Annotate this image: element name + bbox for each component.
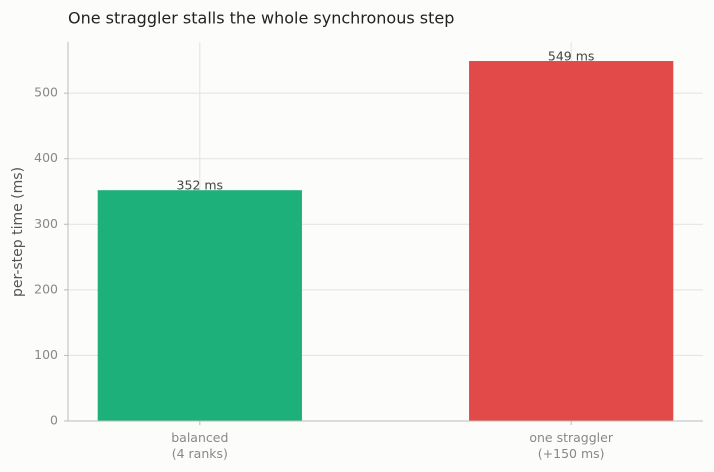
x-tick-label: balanced (4 ranks) [171, 430, 228, 461]
y-tick-label: 100 [34, 347, 58, 362]
y-tick-label: 0 [50, 413, 58, 428]
y-tick-label: 300 [34, 216, 58, 231]
x-tick-label-line: (+150 ms) [538, 446, 605, 461]
y-tick-label: 400 [34, 150, 58, 165]
bar [97, 190, 302, 421]
chart-title: One straggler stalls the whole synchrono… [68, 9, 454, 28]
x-tick-label-line: (4 ranks) [172, 446, 228, 461]
y-tick-label: 200 [34, 281, 58, 296]
x-tick-label: one straggler (+150 ms) [529, 430, 613, 461]
bar [469, 61, 674, 422]
value-label: 352 ms [177, 178, 224, 193]
x-tick-label-line: balanced [171, 430, 228, 445]
x-tick-label-line: one straggler [529, 430, 613, 445]
y-tick-label: 500 [34, 85, 58, 100]
value-label: 549 ms [548, 49, 595, 64]
y-axis-label: per-step time (ms) [10, 167, 26, 297]
